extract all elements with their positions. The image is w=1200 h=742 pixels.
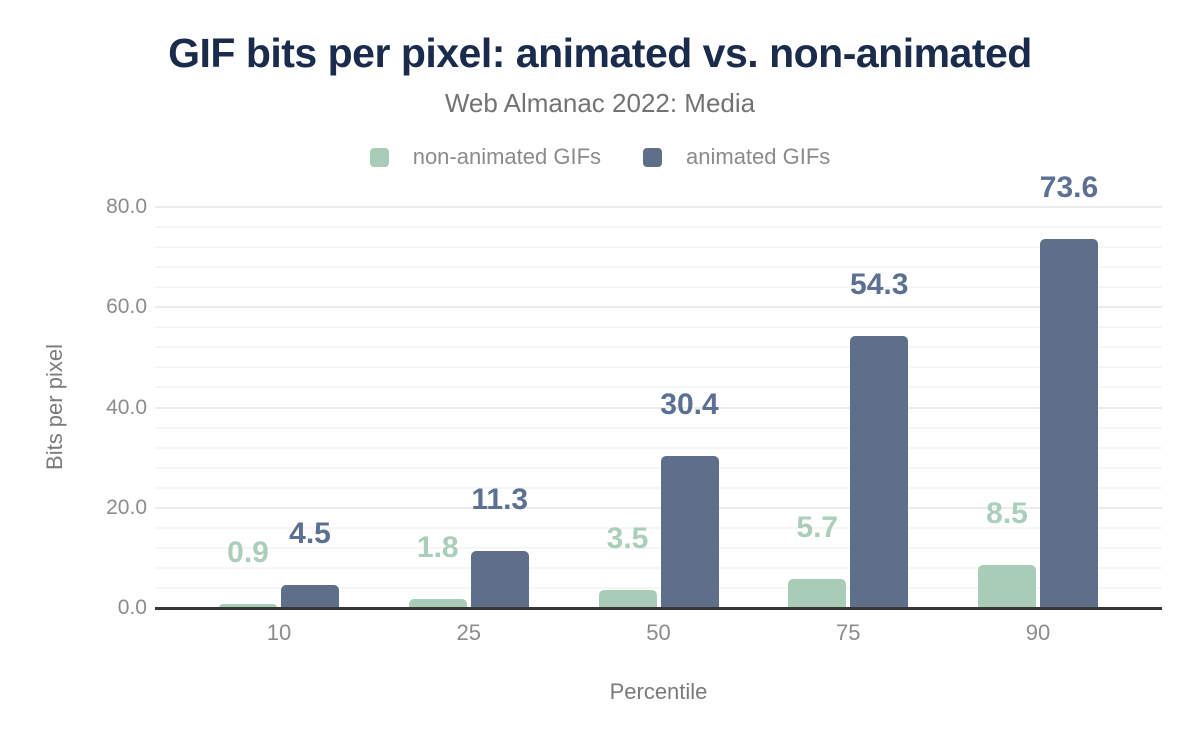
bar-group-p10: 0.9 4.5 bbox=[219, 207, 339, 608]
gridline-major bbox=[155, 306, 1162, 309]
gridline-minor bbox=[155, 486, 1162, 489]
bar-value-label-non-animated-p50: 3.5 bbox=[606, 522, 649, 556]
gridline-minor bbox=[155, 466, 1162, 469]
bar-group-p90: 8.5 73.6 bbox=[978, 173, 1098, 608]
bar-group-p50: 3.5 30.4 bbox=[598, 207, 719, 608]
bar-value-label-non-animated-p75: 5.7 bbox=[796, 511, 839, 545]
gridline-minor bbox=[155, 526, 1162, 529]
chart-subtitle: Web Almanac 2022: Media bbox=[444, 88, 756, 118]
bar-group-p25: 1.8 11.3 bbox=[408, 207, 529, 608]
x-axis-ticks: 10 25 50 75 90 bbox=[155, 620, 1162, 646]
bar-value-label-animated-p90: 73.6 bbox=[1039, 171, 1099, 205]
bar-value-label-non-animated-p90: 8.5 bbox=[986, 497, 1028, 531]
bar-non-animated-p50 bbox=[598, 590, 657, 608]
bar-non-animated-p90 bbox=[978, 565, 1036, 608]
y-tick-label: 80.0 bbox=[106, 195, 147, 218]
legend-item-non-animated: non-animated GIFs bbox=[369, 144, 602, 170]
chart-title: GIF bits per pixel: animated vs. non-ani… bbox=[168, 30, 1032, 76]
bar-value-label-animated-p25: 11.3 bbox=[471, 483, 529, 517]
gridline-major bbox=[155, 506, 1162, 509]
gridline-minor bbox=[155, 566, 1162, 569]
legend-swatch-non-animated bbox=[369, 147, 389, 167]
legend-item-animated: animated GIFs bbox=[643, 144, 830, 170]
legend-label-animated: animated GIFs bbox=[686, 144, 831, 169]
gridline-minor bbox=[155, 266, 1162, 269]
bar-non-animated-p75 bbox=[788, 579, 847, 608]
gridline-minor bbox=[155, 426, 1162, 429]
bar-value-label-non-animated-p10: 0.9 bbox=[227, 535, 269, 569]
bar-animated-p75 bbox=[850, 335, 909, 608]
x-tick-label-p90: 90 bbox=[1025, 620, 1051, 645]
bar-non-animated-p25 bbox=[408, 598, 467, 608]
legend-label-non-animated: non-animated GIFs bbox=[412, 144, 602, 169]
x-axis-line bbox=[155, 607, 1162, 610]
bar-value-label-non-animated-p25: 1.8 bbox=[416, 530, 459, 564]
bar-groups: 0.9 4.5 1.8 11.3 3.5 30.4 5.7 54.3 8.5 73.6 bbox=[155, 173, 1162, 608]
gridline-minor bbox=[155, 246, 1162, 249]
x-tick-label-p50: 50 bbox=[646, 620, 671, 645]
legend-swatch-animated bbox=[643, 147, 663, 167]
gridline-minor bbox=[155, 586, 1162, 589]
bar-value-label-animated-p50: 30.4 bbox=[660, 387, 719, 421]
bar-animated-p10 bbox=[281, 585, 339, 608]
gridline-minor bbox=[155, 446, 1162, 449]
plot-area: 0.9 4.5 1.8 11.3 3.5 30.4 5.7 54.3 8.5 73.6 bbox=[155, 173, 1162, 610]
x-axis-title: Percentile bbox=[609, 679, 708, 704]
bar-animated-p90 bbox=[1040, 239, 1098, 608]
bar-value-label-animated-p10: 4.5 bbox=[289, 517, 331, 551]
x-tick-label-p25: 25 bbox=[456, 620, 481, 645]
x-tick-label-p75: 75 bbox=[836, 620, 861, 645]
y-axis-title: Bits per pixel bbox=[42, 344, 67, 470]
gridline-minor bbox=[155, 346, 1162, 349]
bar-animated-p50 bbox=[660, 455, 719, 608]
y-tick-label: 40.0 bbox=[106, 395, 147, 419]
gridline-minor bbox=[155, 326, 1162, 329]
gridline-major bbox=[155, 206, 1162, 208]
y-tick-label: 20.0 bbox=[106, 495, 147, 519]
bar-value-label-animated-p75: 54.3 bbox=[850, 267, 909, 301]
gridline-minor bbox=[155, 286, 1162, 289]
x-tick-label-p10: 10 bbox=[266, 620, 292, 645]
gridline-minor bbox=[155, 386, 1162, 389]
gridline-minor bbox=[155, 366, 1162, 369]
legend: non-animated GIFs animated GIFs bbox=[0, 144, 1200, 170]
gridline-minor bbox=[155, 226, 1162, 229]
gridline-minor bbox=[155, 546, 1162, 549]
gridline-major bbox=[155, 406, 1162, 409]
bar-non-animated-p10 bbox=[219, 603, 277, 608]
bar-group-p75: 5.7 54.3 bbox=[788, 207, 908, 608]
y-tick-label: 60.0 bbox=[106, 295, 147, 319]
y-tick-label: 0.0 bbox=[117, 596, 147, 619]
bar-animated-p25 bbox=[470, 551, 529, 608]
